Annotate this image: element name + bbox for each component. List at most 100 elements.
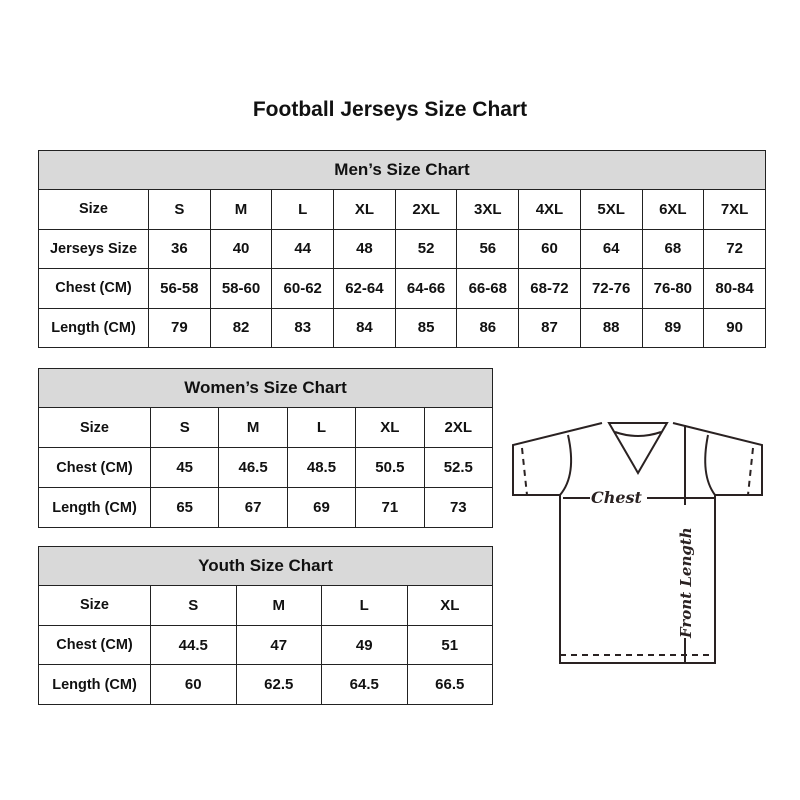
table-cell: L bbox=[321, 585, 408, 626]
table-cell: 52.5 bbox=[423, 447, 494, 488]
table-cell: 44 bbox=[271, 228, 335, 269]
table-row: Size S M L XL 2XL bbox=[38, 407, 494, 448]
table-cell: 40 bbox=[209, 228, 273, 269]
table-cell: S bbox=[148, 189, 211, 230]
table-row: Chest (CM) 44.5 47 49 51 bbox=[38, 624, 494, 666]
table-row: Jerseys Size 36 40 44 48 52 56 60 64 68 72 bbox=[38, 228, 766, 269]
table-cell: 68 bbox=[641, 228, 705, 269]
table-cell: 80-84 bbox=[703, 268, 766, 309]
table-caption: Men’s Size Chart bbox=[38, 150, 766, 190]
table-cell: 72 bbox=[703, 228, 766, 269]
table-cell: L bbox=[286, 407, 357, 448]
table-row: Length (CM) 65 67 69 71 73 bbox=[38, 487, 494, 528]
table-cell: 89 bbox=[641, 307, 705, 348]
row-label: Jerseys Size bbox=[38, 228, 149, 269]
jersey-diagram: Chest Front Length bbox=[512, 422, 763, 664]
table-cell: 65 bbox=[149, 487, 220, 528]
table-cell: XL bbox=[406, 585, 494, 626]
table-row: Length (CM) 60 62.5 64.5 66.5 bbox=[38, 664, 494, 706]
table-cell: 45 bbox=[149, 447, 220, 488]
table-cell: 66.5 bbox=[406, 664, 494, 706]
table-cell: 87 bbox=[518, 307, 581, 348]
table-cell: 60 bbox=[150, 664, 237, 706]
table-cell: 73 bbox=[423, 487, 494, 528]
table-cell: 84 bbox=[333, 307, 396, 348]
table-cell: 56 bbox=[456, 228, 520, 269]
table-row: Chest (CM) 45 46.5 48.5 50.5 52.5 bbox=[38, 447, 494, 488]
row-label: Chest (CM) bbox=[38, 447, 151, 488]
table-cell: 48 bbox=[333, 228, 396, 269]
table-cell: 47 bbox=[235, 624, 322, 666]
page-title: Football Jerseys Size Chart bbox=[252, 98, 528, 121]
front-length-label: Front Length bbox=[677, 527, 695, 639]
table-cell: 7XL bbox=[703, 189, 766, 230]
table-cell: 49 bbox=[321, 624, 408, 666]
table-cell: S bbox=[149, 407, 220, 448]
table-cell: 4XL bbox=[518, 189, 581, 230]
table-cell: 85 bbox=[394, 307, 458, 348]
youth-size-table: Youth Size Chart Size S M L XL Chest (CM) 44.5 4… bbox=[37, 546, 494, 706]
table-row: Size S M L XL bbox=[38, 585, 494, 626]
table-cell: 76-80 bbox=[641, 268, 705, 309]
table-cell: 36 bbox=[148, 228, 211, 269]
table-cell: 62-64 bbox=[333, 268, 396, 309]
table-cell: 3XL bbox=[456, 189, 520, 230]
table-cell: M bbox=[209, 189, 273, 230]
sleeve-hem bbox=[521, 447, 754, 656]
left-armhole bbox=[559, 434, 573, 496]
mens-size-table: Men’s Size Chart Size S M L XL 2XL 3XL 4XL 5XL 6XL… bbox=[38, 150, 766, 348]
table-cell: 60-62 bbox=[271, 268, 335, 309]
table-row: Length (CM) 79 82 83 84 85 86 87 88 89 90 bbox=[38, 307, 766, 348]
table-cell: 52 bbox=[394, 228, 458, 269]
table-cell: 82 bbox=[209, 307, 273, 348]
row-label: Size bbox=[38, 189, 149, 230]
table-cell: 56-58 bbox=[148, 268, 211, 309]
womens-size-table: Women’s Size Chart Size S M L XL 2XL Chest (CM)… bbox=[37, 368, 494, 528]
table-cell: L bbox=[271, 189, 335, 230]
table-cell: 6XL bbox=[641, 189, 705, 230]
table-cell: 68-72 bbox=[518, 268, 581, 309]
table-cell: 58-60 bbox=[209, 268, 273, 309]
table-cell: 86 bbox=[456, 307, 520, 348]
table-cell: 51 bbox=[406, 624, 494, 666]
table-cell: 44.5 bbox=[150, 624, 237, 666]
chest-label: Chest bbox=[591, 488, 643, 507]
table-cell: 88 bbox=[579, 307, 643, 348]
row-label: Chest (CM) bbox=[38, 268, 149, 309]
table-cell: 48.5 bbox=[286, 447, 357, 488]
row-label: Size bbox=[38, 585, 151, 626]
table-cell: 90 bbox=[703, 307, 766, 348]
table-cell: 64.5 bbox=[321, 664, 408, 706]
table-cell: 46.5 bbox=[218, 447, 288, 488]
table-cell: XL bbox=[333, 189, 396, 230]
table-cell: XL bbox=[355, 407, 425, 448]
table-cell: M bbox=[218, 407, 288, 448]
table-cell: 5XL bbox=[579, 189, 643, 230]
table-cell: 67 bbox=[218, 487, 288, 528]
collar bbox=[607, 422, 669, 475]
table-cell: 64-66 bbox=[394, 268, 458, 309]
table-cell: 79 bbox=[148, 307, 211, 348]
table-caption: Women’s Size Chart bbox=[37, 368, 494, 408]
table-cell: 71 bbox=[355, 487, 425, 528]
table-cell: S bbox=[150, 585, 237, 626]
table-cell: 62.5 bbox=[235, 664, 322, 706]
table-row: Size S M L XL 2XL 3XL 4XL 5XL 6XL 7XL bbox=[38, 189, 766, 230]
table-caption: Youth Size Chart bbox=[37, 546, 494, 586]
right-armhole bbox=[704, 434, 716, 496]
row-label: Length (CM) bbox=[38, 664, 151, 706]
table-cell: 69 bbox=[286, 487, 357, 528]
table-cell: 83 bbox=[271, 307, 335, 348]
jersey-outline bbox=[512, 422, 763, 664]
table-cell: M bbox=[235, 585, 322, 626]
row-label: Chest (CM) bbox=[38, 624, 151, 666]
table-cell: 2XL bbox=[423, 407, 494, 448]
row-label: Length (CM) bbox=[38, 487, 151, 528]
table-cell: 72-76 bbox=[579, 268, 643, 309]
table-cell: 66-68 bbox=[456, 268, 520, 309]
table-cell: 2XL bbox=[394, 189, 458, 230]
table-row: Chest (CM) 56-58 58-60 60-62 62-64 64-66 66-68… bbox=[38, 268, 766, 309]
table-cell: 64 bbox=[579, 228, 643, 269]
row-label: Length (CM) bbox=[38, 307, 149, 348]
table-cell: 50.5 bbox=[355, 447, 425, 488]
